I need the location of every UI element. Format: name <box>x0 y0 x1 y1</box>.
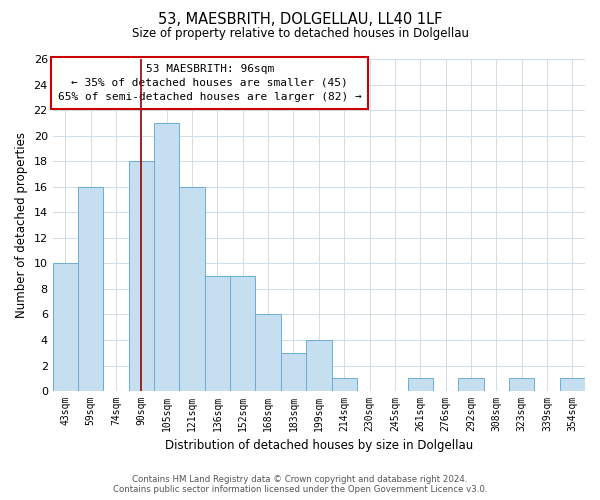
Bar <box>560 378 585 391</box>
Bar <box>256 314 281 391</box>
Bar <box>78 186 103 391</box>
Bar <box>458 378 484 391</box>
Bar <box>509 378 535 391</box>
Text: Contains HM Land Registry data © Crown copyright and database right 2024.
Contai: Contains HM Land Registry data © Crown c… <box>113 474 487 494</box>
Text: 53 MAESBRITH: 96sqm
← 35% of detached houses are smaller (45)
65% of semi-detach: 53 MAESBRITH: 96sqm ← 35% of detached ho… <box>58 64 362 102</box>
Bar <box>154 123 179 391</box>
Bar <box>179 186 205 391</box>
Y-axis label: Number of detached properties: Number of detached properties <box>15 132 28 318</box>
Bar <box>306 340 332 391</box>
X-axis label: Distribution of detached houses by size in Dolgellau: Distribution of detached houses by size … <box>165 440 473 452</box>
Bar <box>332 378 357 391</box>
Bar <box>230 276 256 391</box>
Text: 53, MAESBRITH, DOLGELLAU, LL40 1LF: 53, MAESBRITH, DOLGELLAU, LL40 1LF <box>158 12 442 28</box>
Bar <box>205 276 230 391</box>
Bar <box>53 264 78 391</box>
Text: Size of property relative to detached houses in Dolgellau: Size of property relative to detached ho… <box>131 28 469 40</box>
Bar <box>407 378 433 391</box>
Bar <box>281 352 306 391</box>
Bar <box>129 161 154 391</box>
